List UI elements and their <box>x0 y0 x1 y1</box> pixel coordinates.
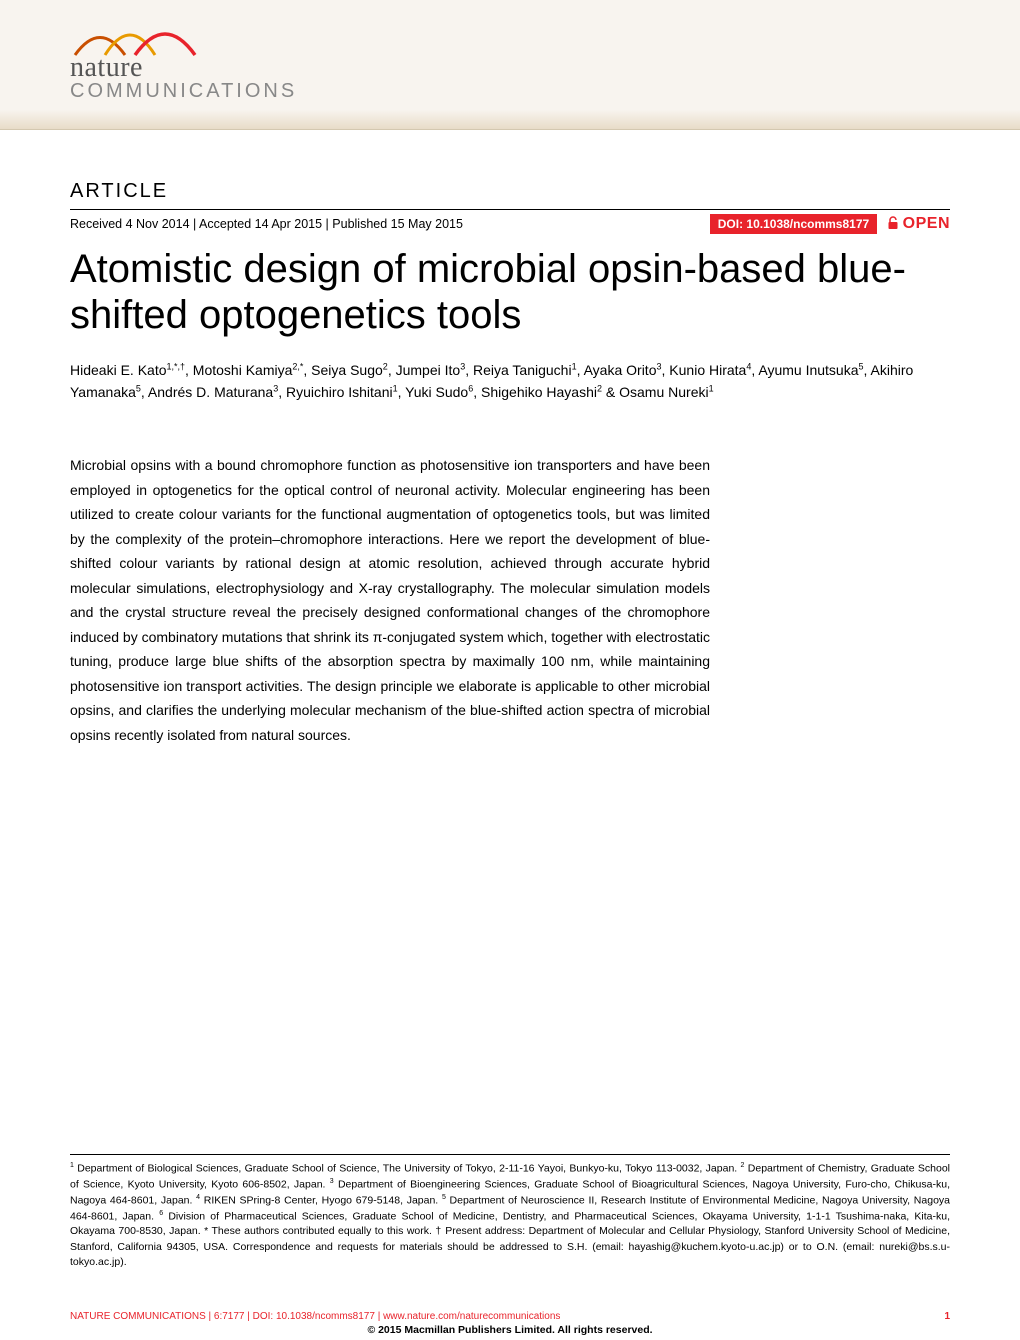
received-date: Received 4 Nov 2014 <box>70 217 190 231</box>
logo-text-communications: COMMUNICATIONS <box>70 80 1020 103</box>
page-footer: NATURE COMMUNICATIONS | 6:7177 | DOI: 10… <box>70 1311 950 1322</box>
published-date: Published 15 May 2015 <box>332 217 463 231</box>
article-title: Atomistic design of microbial opsin-base… <box>70 246 950 338</box>
affiliations-block: 1 Department of Biological Sciences, Gra… <box>70 1154 950 1270</box>
article-meta-row: Received 4 Nov 2014 | Accepted 14 Apr 20… <box>70 209 950 234</box>
open-access-badge: OPEN <box>887 215 950 233</box>
article-content: ARTICLE Received 4 Nov 2014 | Accepted 1… <box>0 130 1020 747</box>
doi-badge[interactable]: DOI: 10.1038/ncomms8177 <box>710 214 877 234</box>
article-dates: Received 4 Nov 2014 | Accepted 14 Apr 20… <box>70 217 700 231</box>
page-number: 1 <box>944 1311 950 1322</box>
journal-banner: nature COMMUNICATIONS <box>0 0 1020 130</box>
article-type-label: ARTICLE <box>70 180 950 203</box>
accepted-date: Accepted 14 Apr 2015 <box>199 217 322 231</box>
open-label: OPEN <box>903 215 950 232</box>
journal-logo: nature COMMUNICATIONS <box>70 15 1020 103</box>
footer-citation: NATURE COMMUNICATIONS | 6:7177 | DOI: 10… <box>70 1311 560 1322</box>
lock-open-icon <box>887 216 899 230</box>
copyright-line: © 2015 Macmillan Publishers Limited. All… <box>0 1324 1020 1336</box>
author-list: Hideaki E. Kato1,*,†, Motoshi Kamiya2,*,… <box>70 360 950 403</box>
abstract-text: Microbial opsins with a bound chromophor… <box>70 453 710 747</box>
